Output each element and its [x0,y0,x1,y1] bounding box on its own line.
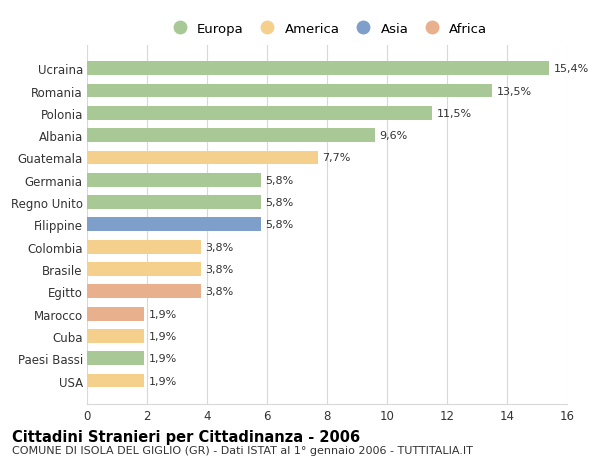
Text: Cittadini Stranieri per Cittadinanza - 2006: Cittadini Stranieri per Cittadinanza - 2… [12,429,360,444]
Text: 3,8%: 3,8% [205,264,234,274]
Bar [87,329,144,343]
Text: 5,8%: 5,8% [265,175,294,185]
Text: 3,8%: 3,8% [205,287,234,297]
Bar [87,106,432,121]
Text: 11,5%: 11,5% [437,109,472,118]
Text: 5,8%: 5,8% [265,220,294,230]
Bar [87,263,201,276]
Text: 9,6%: 9,6% [380,131,408,141]
Bar [87,62,549,76]
Bar [87,196,261,210]
Bar [87,240,201,254]
Text: 1,9%: 1,9% [149,353,177,364]
Bar [87,285,201,299]
Text: 15,4%: 15,4% [554,64,589,74]
Bar [87,218,261,232]
Bar [87,129,375,143]
Legend: Europa, America, Asia, Africa: Europa, America, Asia, Africa [167,23,487,36]
Text: 1,9%: 1,9% [149,376,177,386]
Bar [87,307,144,321]
Text: 3,8%: 3,8% [205,242,234,252]
Bar [87,84,492,98]
Bar [87,352,144,365]
Bar [87,174,261,187]
Text: 5,8%: 5,8% [265,198,294,207]
Bar [87,374,144,388]
Bar [87,151,318,165]
Text: COMUNE DI ISOLA DEL GIGLIO (GR) - Dati ISTAT al 1° gennaio 2006 - TUTTITALIA.IT: COMUNE DI ISOLA DEL GIGLIO (GR) - Dati I… [12,445,473,455]
Text: 7,7%: 7,7% [323,153,351,163]
Text: 1,9%: 1,9% [149,309,177,319]
Text: 1,9%: 1,9% [149,331,177,341]
Text: 13,5%: 13,5% [497,86,532,96]
